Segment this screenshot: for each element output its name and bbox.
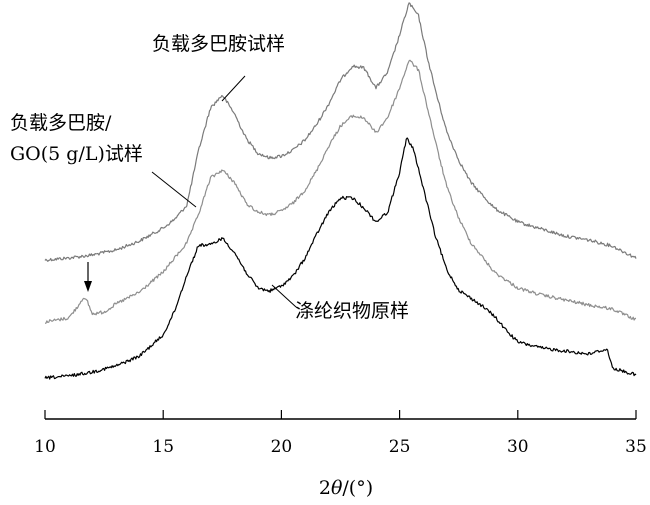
x-tick-label-35: 35 xyxy=(625,437,647,457)
x-tick-label-25: 25 xyxy=(389,437,411,457)
x-tick-label-15: 15 xyxy=(152,437,174,457)
series-line-0 xyxy=(44,2,637,262)
series-line-2 xyxy=(44,137,637,380)
x-tick-label-30: 30 xyxy=(507,437,529,457)
go-peak-arrow xyxy=(84,262,92,292)
leader-dopamine xyxy=(221,75,246,102)
curves-group xyxy=(44,2,637,380)
label-go-line1: 负载多巴胺/ xyxy=(10,112,112,134)
series-line-1 xyxy=(44,59,637,324)
leader-raw xyxy=(271,284,297,308)
x-tick-label-10: 10 xyxy=(34,437,56,457)
leader-go xyxy=(151,171,197,208)
label-go-line2: GO(5 g/L)试样 xyxy=(10,143,143,165)
x-tick-label-20: 20 xyxy=(271,437,293,457)
x-axis-title: 2θ/(°) xyxy=(319,477,373,499)
label-dopamine: 负载多巴胺试样 xyxy=(152,33,285,55)
x-ticks-group: 10 15 20 25 30 35 xyxy=(34,410,647,457)
label-raw: 涤纶织物原样 xyxy=(295,300,409,322)
